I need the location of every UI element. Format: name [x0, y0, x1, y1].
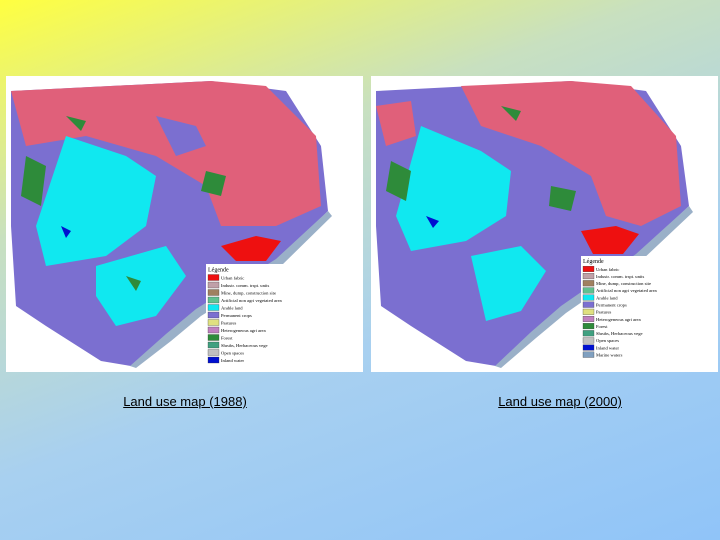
legend-swatch [582, 344, 595, 351]
legend-label: Open spaces [596, 338, 619, 343]
legend-label: Open spaces [221, 351, 244, 356]
legend-swatch [582, 308, 595, 315]
legend-swatch [207, 296, 220, 304]
legend-swatch [207, 281, 220, 289]
land-use-map-1988: Légende Urban fabric Industr. comm. trspt.… [6, 76, 363, 372]
land-use-map-2000: Légende Urban fabric Industr. comm. trspt.… [371, 76, 718, 372]
legend-label: Heterogeneous agri area [221, 328, 266, 333]
legend-label: Mine, dump, construction site [596, 281, 651, 287]
legend-swatch [582, 294, 595, 301]
legend-label: Arable land [221, 306, 243, 311]
legend-label: Shrubs, Herbaceous vege [596, 331, 643, 337]
legend-label: Inland water [596, 345, 620, 350]
legend-label: Pastures [221, 321, 237, 326]
legend-swatch [582, 280, 595, 287]
legend-label: Heterogeneous agri area [596, 317, 641, 322]
legend-label: Artificial non agri vegetated area [221, 298, 282, 303]
legend-swatch [207, 274, 220, 281]
legend-label: Permanent crops [596, 303, 627, 308]
legend-label: Pastures [596, 310, 612, 315]
legend-swatch [582, 330, 595, 337]
legend-label: Permanent crops [221, 313, 252, 318]
legend-swatch [207, 289, 220, 296]
legend-label: Industr. comm. trspt. units [221, 283, 269, 288]
legend-swatch [582, 287, 595, 294]
legend-swatch [207, 319, 220, 326]
legend-box [581, 256, 673, 362]
legend-label: Forest [221, 336, 233, 341]
legend-label: Urban fabric [596, 267, 619, 272]
legend-swatch [582, 265, 595, 272]
legend-label: Industr. comm. trspt. units [596, 274, 644, 279]
legend-swatch [207, 356, 220, 364]
legend-swatch [582, 301, 595, 308]
legend-swatch [207, 304, 220, 311]
legend-title: Légende [208, 268, 229, 274]
legend-swatch [207, 334, 220, 341]
legend-label: Arable land [596, 295, 618, 300]
legend-swatch [207, 341, 220, 349]
caption: Land use map (1988) [123, 394, 247, 409]
legend-swatch [207, 326, 220, 334]
legend-swatch [582, 273, 595, 280]
legend-swatch [582, 315, 595, 322]
legend-label: Urban fabric [221, 276, 244, 281]
legend-swatch [582, 351, 595, 358]
legend-swatch [582, 323, 595, 330]
legend-label: Artificial non agri vegetated area [596, 288, 657, 293]
legend-label: Inland water [221, 358, 245, 363]
legend-title: Légende [583, 259, 604, 265]
legend-label: Mine, dump, construction site [221, 291, 276, 297]
legend-swatch [207, 311, 220, 319]
legend-label: Marine waters [596, 353, 623, 358]
legend-label: Forest [596, 324, 608, 329]
legend-swatch [582, 337, 595, 344]
legend-box [206, 264, 298, 368]
legend-label: Shrubs, Herbaceous vege [221, 343, 268, 349]
caption: Land use map (2000) [498, 394, 622, 409]
legend-swatch [207, 349, 220, 356]
